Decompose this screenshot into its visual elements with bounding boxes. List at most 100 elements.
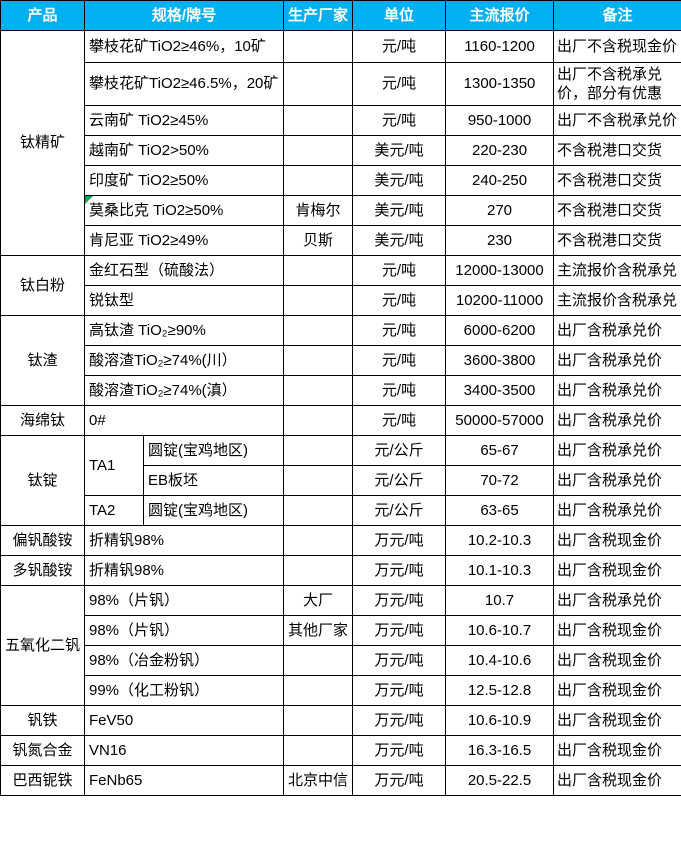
unit-cell: 万元/吨	[352, 675, 447, 706]
unit-cell: 元/吨	[352, 62, 447, 106]
table-row: 99%（化工粉钒） 万元/吨 12.5-12.8 出厂含税现金价	[1, 675, 681, 706]
spec-cell: 高钛渣 TiO₂≥90%	[83, 315, 285, 346]
price-cell: 50000-57000	[445, 405, 555, 436]
note-cell: 出厂含税现金价	[553, 615, 681, 646]
maker-cell: 其他厂家	[283, 615, 354, 646]
note-cell: 主流报价含税承兑	[553, 255, 681, 286]
unit-cell: 元/吨	[352, 105, 447, 136]
column-header-note: 备注	[553, 0, 681, 31]
product-cell: 多钒酸铵	[0, 555, 85, 586]
maker-cell	[283, 165, 354, 196]
price-cell: 10.7	[445, 585, 555, 616]
note-cell: 不含税港口交货	[553, 165, 681, 196]
price-cell: 240-250	[445, 165, 555, 196]
unit-cell: 万元/吨	[352, 705, 447, 736]
unit-cell: 元/公斤	[352, 465, 447, 496]
maker-cell	[283, 675, 354, 706]
column-header-unit: 单位	[352, 0, 447, 31]
table-row: TA2 圆锭(宝鸡地区) 元/公斤 63-65 出厂含税承兑价	[1, 495, 681, 526]
table-row: 98%（片钒） 其他厂家 万元/吨 10.6-10.7 出厂含税现金价	[1, 615, 681, 646]
unit-cell: 元/吨	[352, 285, 447, 316]
spec-cell: 98%（片钒）	[83, 615, 285, 646]
spec-cell: 0#	[83, 405, 285, 436]
unit-cell: 美元/吨	[352, 135, 447, 166]
price-cell: 220-230	[445, 135, 555, 166]
price-cell: 10200-11000	[445, 285, 555, 316]
note-cell: 出厂含税承兑价	[553, 345, 681, 376]
price-cell: 10.6-10.9	[445, 705, 555, 736]
comment-marker-icon	[85, 196, 93, 204]
unit-cell: 元/公斤	[352, 435, 447, 466]
note-cell: 出厂含税承兑价	[553, 405, 681, 436]
note-cell: 出厂含税现金价	[553, 675, 681, 706]
table-row: 肯尼亚 TiO2≥49% 贝斯 美元/吨 230 不含税港口交货	[1, 225, 681, 256]
spec-cell: 云南矿 TiO2≥45%	[83, 105, 285, 136]
unit-cell: 万元/吨	[352, 615, 447, 646]
maker-cell	[283, 135, 354, 166]
product-cell: 钒铁	[0, 705, 85, 736]
spec-text: 莫桑比克 TiO2≥50%	[89, 201, 224, 219]
note-cell: 不含税港口交货	[553, 225, 681, 256]
spec-cell: 圆锭(宝鸡地区)	[142, 495, 285, 526]
table-row: 偏钒酸铵 折精钒98% 万元/吨 10.2-10.3 出厂含税现金价	[0, 525, 681, 556]
unit-cell: 元/吨	[352, 375, 447, 406]
note-cell: 出厂含税现金价	[553, 765, 681, 796]
header-row: 产品 规格/牌号 生产厂家 单位 主流报价 备注	[0, 0, 681, 31]
price-cell: 10.2-10.3	[445, 525, 555, 556]
note-cell: 出厂含税现金价	[553, 525, 681, 556]
column-header-product: 产品	[0, 0, 85, 31]
spec-cell: VN16	[83, 735, 285, 766]
note-cell: 出厂含税现金价	[553, 735, 681, 766]
price-cell: 12000-13000	[445, 255, 555, 286]
spec-cell: 印度矿 TiO2≥50%	[83, 165, 285, 196]
column-header-spec: 规格/牌号	[83, 0, 285, 31]
spec-cell: 酸溶渣TiO₂≥74%(川）	[83, 345, 285, 376]
price-cell: 12.5-12.8	[445, 675, 555, 706]
maker-cell: 肯梅尔	[283, 195, 354, 226]
unit-cell: 元/吨	[352, 345, 447, 376]
maker-cell	[283, 525, 354, 556]
product-cell: 海绵钛	[0, 405, 85, 436]
unit-cell: 万元/吨	[352, 765, 447, 796]
spec-cell: 折精钒98%	[83, 555, 285, 586]
maker-cell	[283, 105, 354, 136]
spec-cell: EB板坯	[142, 465, 285, 496]
grade-cell: TA1	[84, 435, 144, 496]
table-row: 酸溶渣TiO₂≥74%(川） 元/吨 3600-3800 出厂含税承兑价	[1, 345, 681, 376]
spec-cell: 攀枝花矿TiO2≥46%，10矿	[83, 30, 285, 63]
note-cell: 出厂含税承兑价	[553, 495, 681, 526]
spec-cell: 98%（片钒）	[83, 585, 285, 616]
table-row: 越南矿 TiO2>50% 美元/吨 220-230 不含税港口交货	[1, 135, 681, 166]
unit-cell: 万元/吨	[352, 585, 447, 616]
table-row: 攀枝花矿TiO2≥46.5%，20矿 元/吨 1300-1350 出厂不含税承兑…	[1, 62, 681, 106]
unit-cell: 美元/吨	[352, 195, 447, 226]
spec-cell: 锐钛型	[83, 285, 285, 316]
table-row: 钛精矿 攀枝花矿TiO2≥46%，10矿 元/吨 1160-1200 出厂不含税…	[0, 30, 681, 256]
spec-cell: 98%（冶金粉钒）	[83, 645, 285, 676]
unit-cell: 元/吨	[352, 405, 447, 436]
note-cell: 出厂不含税现金价	[553, 30, 681, 63]
maker-cell	[283, 345, 354, 376]
price-cell: 1300-1350	[445, 62, 555, 106]
price-cell: 1160-1200	[445, 30, 555, 63]
maker-cell	[283, 735, 354, 766]
maker-cell	[283, 465, 354, 496]
unit-cell: 元/吨	[352, 315, 447, 346]
note-cell: 出厂含税承兑价	[553, 585, 681, 616]
table-row: 多钒酸铵 折精钒98% 万元/吨 10.1-10.3 出厂含税现金价	[0, 555, 681, 586]
table-row: 云南矿 TiO2≥45% 元/吨 950-1000 出厂不含税承兑价	[1, 105, 681, 136]
table-row: 钛锭 TA1 圆锭(宝鸡地区) 元/公斤 65-67 出厂含税承兑价	[0, 435, 681, 526]
maker-cell	[283, 30, 354, 63]
table-row: 巴西铌铁 FeNb65 北京中信 万元/吨 20.5-22.5 出厂含税现金价	[0, 765, 681, 796]
column-header-manufacturer: 生产厂家	[283, 0, 354, 31]
maker-cell	[283, 315, 354, 346]
table-row: 98%（冶金粉钒） 万元/吨 10.4-10.6 出厂含税现金价	[1, 645, 681, 676]
note-cell: 出厂含税现金价	[553, 645, 681, 676]
price-cell: 70-72	[445, 465, 555, 496]
unit-cell: 万元/吨	[352, 735, 447, 766]
price-cell: 20.5-22.5	[445, 765, 555, 796]
maker-cell	[283, 405, 354, 436]
maker-cell	[283, 645, 354, 676]
product-cell: 钒氮合金	[0, 735, 85, 766]
spec-cell: 攀枝花矿TiO2≥46.5%，20矿	[83, 62, 285, 106]
